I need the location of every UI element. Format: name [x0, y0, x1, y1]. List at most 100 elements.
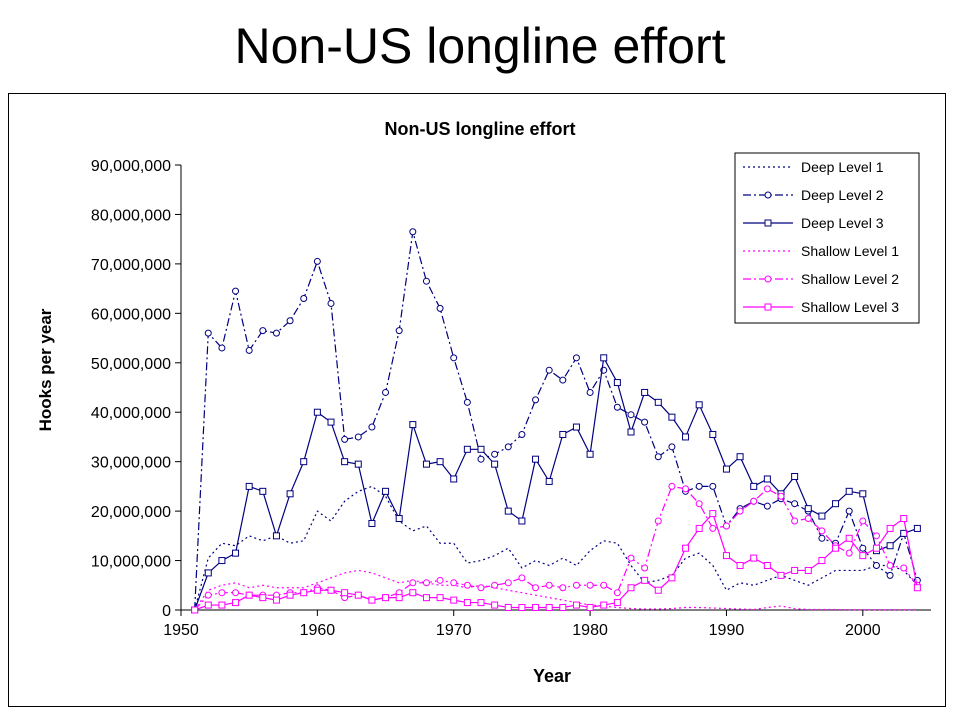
- data-point: [695, 482, 703, 490]
- x-tick-label: 1990: [709, 622, 745, 639]
- data-point: [204, 601, 212, 609]
- data-point: [463, 398, 471, 406]
- data-point: [436, 458, 444, 466]
- data-point: [232, 549, 240, 557]
- data-point: [491, 581, 499, 589]
- slide-title: Non-US longline effort: [234, 18, 726, 74]
- data-point: [668, 413, 676, 421]
- data-point: [491, 460, 499, 468]
- data-point: [777, 492, 785, 500]
- data-point: [354, 591, 362, 599]
- data-point: [627, 411, 635, 419]
- data-point: [668, 482, 676, 490]
- data-point: [845, 507, 853, 515]
- data-point: [832, 544, 840, 552]
- chart-title: Non-US longline effort: [385, 119, 576, 139]
- data-point: [586, 388, 594, 396]
- data-point: [572, 354, 580, 362]
- data-point: [272, 596, 280, 604]
- series-line: [194, 485, 918, 611]
- data-point: [504, 579, 512, 587]
- data-point: [695, 524, 703, 532]
- data-point: [845, 534, 853, 542]
- legend-entry: Deep Level 1: [743, 159, 884, 175]
- y-tick-label: 20,000,000: [91, 504, 171, 521]
- data-point: [763, 562, 771, 569]
- data-point: [668, 574, 676, 582]
- series: [194, 485, 918, 611]
- data-point: [559, 430, 567, 438]
- data-point: [354, 460, 362, 468]
- data-point: [422, 579, 430, 587]
- data-point: [750, 482, 758, 490]
- legend-marker: [764, 303, 772, 311]
- data-point: [422, 460, 430, 468]
- data-point: [518, 574, 526, 582]
- data-point: [627, 584, 635, 592]
- data-point: [613, 599, 621, 607]
- y-tick-label: 50,000,000: [91, 356, 171, 373]
- data-point: [682, 544, 690, 552]
- data-point: [382, 487, 390, 495]
- data-point: [586, 581, 594, 589]
- data-point: [532, 584, 540, 592]
- data-point: [586, 604, 594, 612]
- data-point: [504, 443, 512, 451]
- data-point: [818, 527, 826, 535]
- data-point: [477, 584, 485, 592]
- data-point: [218, 344, 226, 352]
- data-point: [354, 433, 362, 441]
- x-tick-label: 1950: [163, 622, 199, 639]
- y-tick-label: 70,000,000: [91, 257, 171, 274]
- data-point: [422, 277, 430, 285]
- data-point: [272, 329, 280, 337]
- data-point: [463, 445, 471, 453]
- data-point: [532, 604, 540, 612]
- data-point: [695, 401, 703, 409]
- data-point: [259, 487, 267, 495]
- data-point: [518, 430, 526, 438]
- data-point: [695, 500, 703, 508]
- data-point: [763, 475, 771, 483]
- data-point: [804, 515, 812, 523]
- data-point: [232, 287, 240, 295]
- data-point: [286, 490, 294, 498]
- data-point: [668, 443, 676, 451]
- data-point: [613, 379, 621, 387]
- data-point: [572, 601, 580, 609]
- data-point: [709, 430, 717, 438]
- data-point: [300, 295, 308, 302]
- data-point: [504, 604, 512, 612]
- data-point: [450, 354, 458, 362]
- data-point: [532, 455, 540, 463]
- y-tick-label: 0: [162, 603, 171, 620]
- data-point: [763, 502, 771, 510]
- data-point: [818, 534, 826, 542]
- data-point: [627, 428, 635, 436]
- data-point: [218, 589, 226, 597]
- series-line: [194, 355, 918, 611]
- data-point: [791, 500, 799, 508]
- data-point: [477, 599, 485, 607]
- data-point: [859, 490, 867, 498]
- series: [194, 569, 918, 611]
- data-point: [804, 566, 812, 574]
- y-axis-label: Hooks per year: [36, 308, 55, 431]
- data-point: [859, 552, 867, 560]
- legend-label: Deep Level 3: [801, 215, 884, 231]
- legend-entry: Deep Level 2: [743, 187, 884, 203]
- data-point: [859, 544, 867, 552]
- data-point: [791, 566, 799, 574]
- x-tick-label: 2000: [845, 622, 881, 639]
- data-point: [872, 562, 880, 569]
- data-point: [409, 421, 417, 429]
- legend-label: Deep Level 2: [801, 187, 884, 203]
- data-point: [750, 497, 758, 505]
- data-point: [900, 515, 908, 523]
- data-point: [245, 591, 253, 599]
- data-point: [682, 433, 690, 441]
- data-point: [736, 453, 744, 461]
- legend-entry: Shallow Level 2: [743, 271, 899, 287]
- legend-box: [734, 152, 920, 324]
- data-point: [709, 524, 717, 532]
